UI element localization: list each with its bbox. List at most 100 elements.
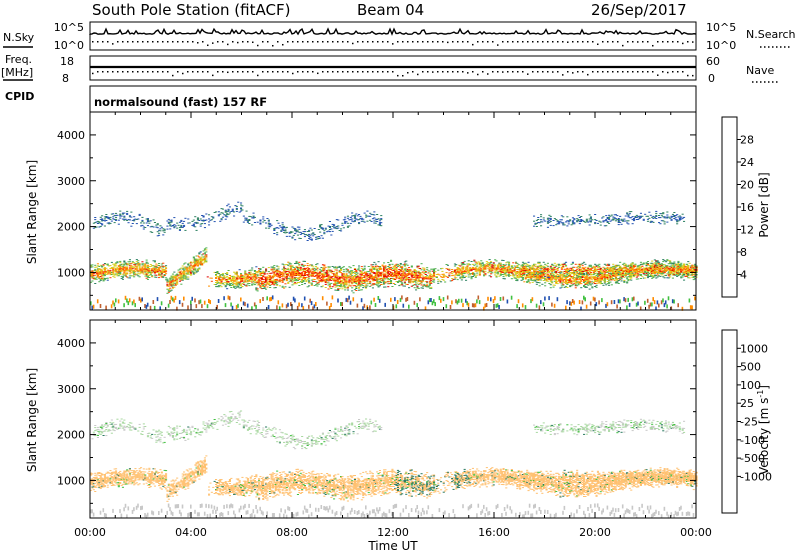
nave-dot <box>97 71 99 73</box>
ground-scatter-cell <box>144 304 146 308</box>
range-gate-cell <box>581 219 584 221</box>
range-gate-cell <box>294 263 297 264</box>
range-gate-cell <box>226 279 229 281</box>
nsearch-dot <box>432 41 434 43</box>
range-gate-cell <box>269 275 272 277</box>
range-gate-cell <box>162 228 165 230</box>
range-gate-cell <box>144 275 147 277</box>
range-gate-cell <box>334 289 337 291</box>
range-gate-cell <box>346 277 349 279</box>
range-gate-cell <box>281 271 284 273</box>
range-gate-cell <box>242 283 245 285</box>
range-gate-cell <box>128 261 131 263</box>
range-gate-cell <box>509 271 512 273</box>
range-gate-cell <box>265 281 268 283</box>
range-gate-cell <box>355 276 358 278</box>
nave-dot <box>392 71 394 73</box>
range-gate-cell <box>558 266 561 268</box>
range-gate-cell <box>565 265 568 267</box>
range-gate-cell <box>262 216 265 218</box>
range-gate-cell <box>312 280 315 282</box>
range-gate-cell <box>246 220 249 222</box>
range-gate-cell <box>360 282 363 284</box>
nave-dot <box>342 71 344 73</box>
nave-dot <box>522 71 524 73</box>
range-gate-cell <box>394 278 397 280</box>
range-gate-cell <box>342 278 345 280</box>
range-gate-cell <box>90 272 93 274</box>
range-gate-cell <box>290 277 293 279</box>
range-gate-cell <box>298 231 301 233</box>
range-gate-cell <box>528 265 531 267</box>
range-gate-cell <box>484 274 487 276</box>
range-gate-cell <box>123 264 126 266</box>
range-gate-cell <box>123 261 126 263</box>
range-gate-cell <box>369 273 372 275</box>
range-gate-cell <box>359 273 362 275</box>
range-gate-cell <box>360 275 363 277</box>
range-gate-cell <box>246 274 249 276</box>
range-gate-cell <box>428 283 431 285</box>
range-gate-cell <box>384 271 387 273</box>
range-gate-cell <box>276 284 279 286</box>
range-gate-cell <box>362 287 365 289</box>
range-gate-cell <box>96 270 99 272</box>
range-gate-cell <box>277 274 280 276</box>
range-gate-cell <box>376 272 379 274</box>
range-gate-cell <box>277 271 280 273</box>
ground-scatter-cell <box>553 303 556 308</box>
range-gate-cell <box>178 280 181 282</box>
range-gate-cell <box>159 225 162 227</box>
nave-tick-bottom: 0 <box>708 72 715 85</box>
range-gate-cell <box>290 266 293 268</box>
range-gate-cell <box>544 220 547 222</box>
range-gate-cell <box>534 263 537 265</box>
range-gate-cell <box>135 261 138 263</box>
range-gate-cell <box>401 279 404 281</box>
range-gate-cell <box>533 215 536 217</box>
range-gate-cell <box>376 268 379 270</box>
range-gate-cell <box>391 275 394 277</box>
range-gate-cell <box>460 271 463 273</box>
range-gate-cell <box>415 282 418 284</box>
range-gate-cell <box>103 225 106 227</box>
range-gate-cell <box>371 276 374 278</box>
range-gate-cell <box>520 270 523 272</box>
range-gate-cell <box>330 270 333 272</box>
range-gate-cell <box>313 285 316 286</box>
range-gate-cell <box>258 271 261 273</box>
range-gate-cell <box>196 222 199 224</box>
range-gate-cell <box>401 273 404 275</box>
range-gate-cell <box>124 268 127 270</box>
range-gate-cell <box>249 273 252 275</box>
range-gate-cell <box>173 277 176 279</box>
range-gate-cell <box>244 276 247 278</box>
range-gate-cell <box>549 215 552 217</box>
range-gate-cell <box>367 271 370 272</box>
range-gate-cell <box>165 273 168 275</box>
nave-dot <box>122 71 124 73</box>
range-gate-cell <box>517 271 520 273</box>
range-gate-cell <box>390 283 393 284</box>
range-gate-cell <box>578 265 581 267</box>
range-gate-cell <box>462 275 465 277</box>
range-gate-cell <box>173 279 176 281</box>
range-gate-cell <box>96 269 99 271</box>
ground-scatter-cell <box>174 295 177 300</box>
range-gate-cell <box>324 287 327 288</box>
range-gate-cell <box>359 276 362 278</box>
range-gate-cell <box>113 276 116 278</box>
range-gate-cell <box>490 266 493 268</box>
range-gate-cell <box>260 288 263 290</box>
range-gate-cell <box>326 282 329 284</box>
range-gate-cell <box>170 219 173 221</box>
ground-scatter-cell <box>173 298 175 303</box>
nsearch-dot <box>177 41 179 43</box>
range-gate-cell <box>203 261 206 263</box>
nave-dot <box>517 71 519 73</box>
range-gate-cell <box>319 272 322 274</box>
range-gate-cell <box>355 269 358 271</box>
range-gate-cell <box>284 286 287 288</box>
range-gate-cell <box>589 271 592 273</box>
ground-scatter-cell <box>251 306 253 311</box>
